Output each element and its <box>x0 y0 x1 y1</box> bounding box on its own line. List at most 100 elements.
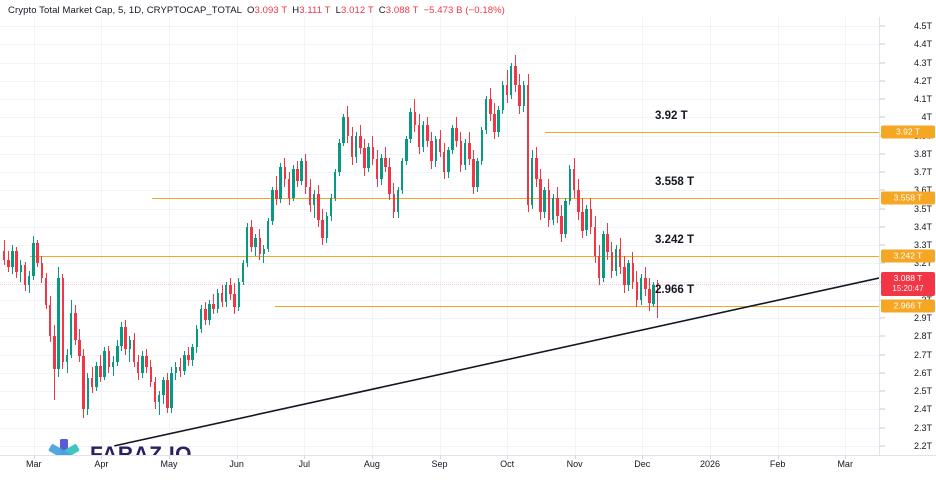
candle-body <box>317 194 320 220</box>
time-axis-label: Feb <box>769 459 786 469</box>
candle-body <box>178 367 182 372</box>
candle-body <box>229 285 232 295</box>
candle-body <box>329 197 333 216</box>
candle-body <box>501 84 505 111</box>
grid-line-vertical <box>304 17 306 455</box>
candle-body <box>32 243 35 277</box>
candle-body <box>656 282 660 284</box>
candle-body <box>312 194 316 205</box>
candle-body <box>610 252 614 271</box>
candle-body <box>442 152 446 173</box>
candle-body <box>107 351 111 368</box>
candle-body <box>463 142 467 165</box>
price-axis-label: 4.5T <box>913 21 932 32</box>
time-tick <box>169 456 170 459</box>
price-axis[interactable]: 4.5T4.4T4.3T4.2T4.1T4T3.9T3.8T3.7T3.6T3.… <box>879 17 936 455</box>
candle-body <box>65 354 69 362</box>
symbol-title[interactable]: Crypto Total Market Cap, 5, 1D, CRYPTOCA… <box>8 4 243 16</box>
candle-body <box>216 292 220 309</box>
price-tick <box>880 62 885 64</box>
candle-body <box>493 113 496 132</box>
candle-body <box>426 124 429 142</box>
chart-footer: TradingView <box>0 474 936 492</box>
chart-plot-area[interactable]: 3.92 T 3.558 T 3.242 T 2.966 T FARAZ.IO <box>0 17 879 455</box>
candle-body <box>170 372 173 408</box>
candle-body <box>212 303 215 309</box>
candle-body <box>530 157 534 205</box>
candle-body <box>413 111 417 125</box>
price-badge-2966[interactable]: 2.966 T <box>881 299 935 313</box>
time-tick <box>777 456 779 459</box>
candle-body <box>296 168 299 182</box>
price-tick <box>880 171 885 173</box>
price-tick <box>880 445 885 447</box>
candle-body <box>157 394 161 403</box>
candle-body <box>124 327 127 350</box>
price-axis-label: 4.4T <box>913 39 932 50</box>
time-tick <box>845 456 847 459</box>
candle-body <box>618 248 622 267</box>
candle-body <box>484 99 488 131</box>
level-line-1[interactable] <box>545 132 879 133</box>
price-tick <box>880 25 885 27</box>
price-badge-3558[interactable]: 3.558 T <box>881 191 935 205</box>
price-axis-label: 2.2T <box>913 440 932 451</box>
candle-body <box>380 157 383 180</box>
time-axis-label: Oct <box>500 459 515 469</box>
candle-body <box>597 256 601 278</box>
candle-body <box>258 237 262 255</box>
candle-body <box>191 347 194 361</box>
price-badge-3242[interactable]: 3.242 T <box>881 249 935 263</box>
candle-body <box>195 329 199 348</box>
time-tick <box>710 456 711 459</box>
candle-body <box>602 234 605 278</box>
time-tick <box>642 456 644 459</box>
price-tick <box>880 335 885 337</box>
time-tick <box>33 456 35 459</box>
time-axis-label: Jul <box>298 459 311 469</box>
low-key: L <box>335 4 341 16</box>
close-value: 3.088 T <box>385 4 419 16</box>
candle-body <box>241 263 245 282</box>
price-axis-label: 3.2T <box>913 258 932 269</box>
last-price-badge[interactable]: 3.088 T 15:20:47 <box>881 271 935 296</box>
level-line-4[interactable] <box>275 306 879 308</box>
price-axis-label: 3.8T <box>913 148 932 159</box>
candle-body <box>593 226 597 257</box>
candle-wick <box>657 279 659 319</box>
candle-body <box>266 221 270 249</box>
candle-body <box>627 263 630 286</box>
last-price-badge-text: 3.088 T <box>893 272 923 283</box>
price-axis-label: 2.5T <box>913 386 932 397</box>
price-tick <box>880 226 885 228</box>
candle-body <box>526 84 530 205</box>
candle-body <box>90 378 94 388</box>
candle-body <box>283 166 287 180</box>
candle-body <box>346 117 350 136</box>
time-tick <box>371 456 373 459</box>
time-axis[interactable]: Mar Apr May Jun Jul Aug Sep Oct Nov Dec 2026 Feb Mar <box>0 455 936 474</box>
candle-body <box>61 278 65 362</box>
candle-body <box>468 142 471 160</box>
candle-body <box>333 172 337 198</box>
price-badge-392[interactable]: 3.92 T <box>881 125 935 139</box>
grid-line-vertical <box>507 17 509 455</box>
candle-body <box>262 248 266 255</box>
candle-body <box>2 250 6 260</box>
grid-line-vertical <box>777 17 779 455</box>
candle-body <box>623 267 626 286</box>
time-tick <box>439 456 441 459</box>
price-axis-label: 4T <box>921 112 932 123</box>
price-badge-3558-text: 3.558 T <box>893 192 923 203</box>
candle-body <box>434 139 438 162</box>
level-line-2[interactable] <box>152 198 879 199</box>
candle-body <box>480 130 484 162</box>
level-line-3[interactable] <box>29 255 879 257</box>
candle-body <box>392 194 396 213</box>
candle-body <box>581 212 584 231</box>
change-value: −5.473 B (−0.18%) <box>423 4 505 16</box>
candle-body <box>287 179 291 198</box>
candle-body <box>400 161 404 191</box>
price-tick <box>880 427 885 429</box>
time-axis-label: Nov <box>566 459 583 469</box>
